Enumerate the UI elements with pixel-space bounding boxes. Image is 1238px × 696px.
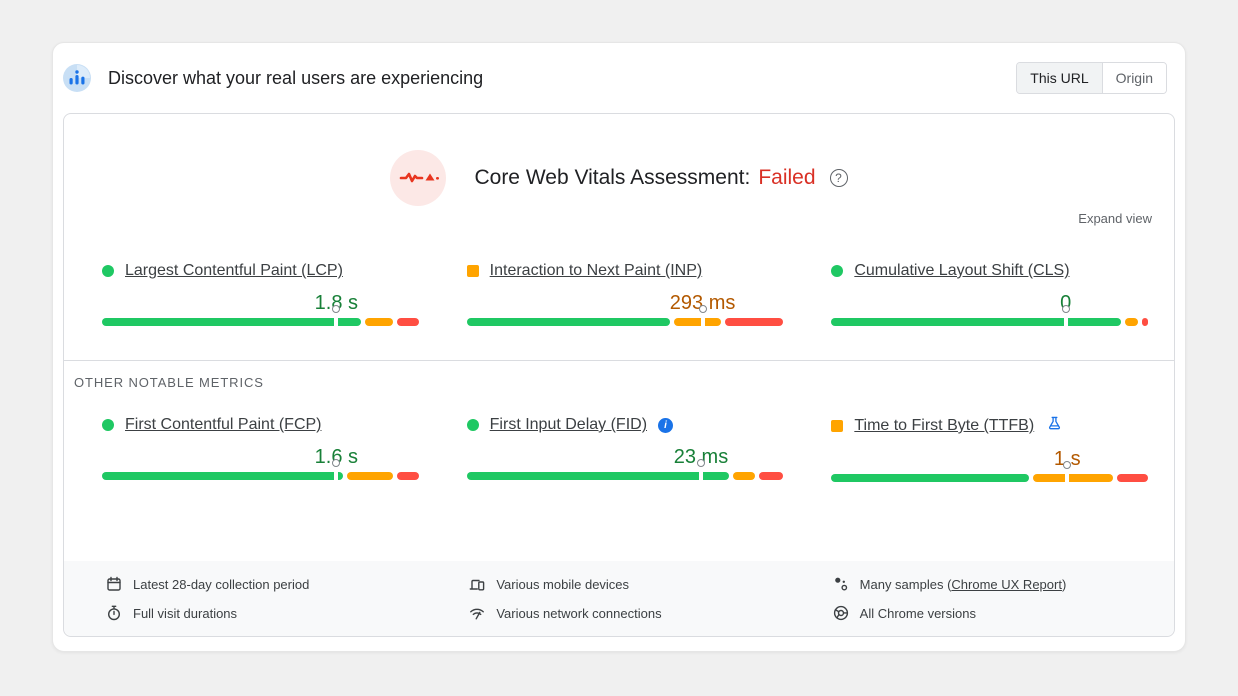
- footer-column-collection: Latest 28-day collection period Full vis…: [106, 576, 421, 621]
- other-metrics-row: First Contentful Paint (FCP) 1.6 s First…: [64, 416, 1174, 482]
- many-samples-item: Many samples (Chrome UX Report): [833, 576, 1148, 592]
- data-source-footer: Latest 28-day collection period Full vis…: [64, 561, 1174, 636]
- assessment-title: Core Web Vitals Assessment: Failed ?: [474, 166, 848, 190]
- help-icon[interactable]: ?: [829, 169, 848, 187]
- fcp-good-segment: [102, 472, 343, 480]
- metric-inp: Interaction to Next Paint (INP) 293 ms: [466, 262, 784, 326]
- ttfb-value: 1 s: [1053, 448, 1081, 470]
- lcp-value: 1.8 s: [314, 292, 358, 314]
- metric-fcp: First Contentful Paint (FCP) 1.6 s: [102, 416, 419, 482]
- calendar-icon: [107, 576, 121, 591]
- ttfb-good-segment: [831, 474, 1029, 482]
- fcp-status-icon: [102, 419, 114, 431]
- assessment-result: Failed: [758, 166, 816, 189]
- field-data-logo-icon: [63, 64, 91, 92]
- core-metrics-row: Largest Contentful Paint (LCP) 1.8 s Int…: [64, 262, 1174, 326]
- ttfb-link[interactable]: Time to First Byte (TTFB): [854, 417, 1035, 434]
- inp-value: 293 ms: [669, 292, 736, 314]
- lcp-needs-improvement-segment: [365, 318, 394, 326]
- lcp-distribution-bar: [102, 305, 419, 326]
- visit-durations-item: Full visit durations: [106, 605, 421, 621]
- page-title: Discover what your real users are experi…: [108, 67, 484, 88]
- field-data-card: Discover what your real users are experi…: [52, 42, 1186, 652]
- this-url-button[interactable]: This URL: [1017, 63, 1102, 93]
- ttfb-distribution-bar: [831, 461, 1148, 482]
- fid-needs-improvement-segment: [733, 472, 755, 480]
- collection-period-item: Latest 28-day collection period: [106, 576, 421, 592]
- fcp-link[interactable]: First Contentful Paint (FCP): [125, 416, 322, 433]
- section-divider: [64, 360, 1174, 361]
- chrome-ux-report-link[interactable]: Chrome UX Report: [951, 576, 1062, 592]
- flask-experimental-icon[interactable]: [1047, 416, 1062, 436]
- cls-good-segment: [831, 318, 1122, 326]
- expand-view-button[interactable]: Expand view: [1078, 211, 1152, 226]
- footer-column-devices: Various mobile devices Various network c…: [469, 576, 784, 621]
- cls-status-icon: [831, 265, 844, 277]
- samples-icon: [834, 577, 847, 591]
- fid-value: 23 ms: [673, 446, 729, 468]
- inp-distribution-bar: [466, 305, 784, 326]
- assessment-title-text: Core Web Vitals Assessment:: [474, 166, 751, 189]
- fid-link[interactable]: First Input Delay (FID): [489, 416, 648, 433]
- network-connections-item: Various network connections: [469, 605, 784, 621]
- mobile-devices-item: Various mobile devices: [469, 576, 784, 592]
- fid-status-icon: [466, 419, 479, 431]
- lcp-good-segment: [102, 318, 362, 326]
- chrome-versions-item: All Chrome versions: [833, 605, 1148, 621]
- origin-button[interactable]: Origin: [1101, 63, 1166, 93]
- fcp-value: 1.6 s: [314, 446, 358, 468]
- cls-distribution-bar: [831, 305, 1148, 326]
- ttfb-needs-improvement-segment: [1032, 474, 1114, 482]
- fid-poor-segment: [758, 472, 784, 480]
- card-header: Discover what your real users are experi…: [53, 43, 1185, 113]
- core-web-vitals-panel: Core Web Vitals Assessment: Failed ? Exp…: [63, 113, 1175, 637]
- inp-needs-improvement-segment: [674, 318, 721, 326]
- chrome-icon: [833, 605, 848, 621]
- devices-icon: [469, 579, 485, 591]
- inp-poor-segment: [724, 318, 784, 326]
- ttfb-poor-segment: [1117, 474, 1148, 482]
- metric-lcp: Largest Contentful Paint (LCP) 1.8 s: [102, 262, 419, 326]
- url-origin-toggle: This URL Origin: [1016, 62, 1167, 94]
- fcp-needs-improvement-segment: [346, 472, 394, 480]
- fid-good-segment: [466, 472, 730, 480]
- other-metrics-label: OTHER NOTABLE METRICS: [74, 375, 264, 390]
- metric-cls: Cumulative Layout Shift (CLS) 0: [831, 262, 1148, 326]
- footer-column-samples: Many samples (Chrome UX Report) All Chro…: [833, 576, 1148, 621]
- ttfb-status-icon: [831, 420, 844, 432]
- stopwatch-icon: [107, 605, 121, 621]
- metric-fid: First Input Delay (FID) i 23 ms: [466, 416, 784, 482]
- metric-ttfb: Time to First Byte (TTFB) 1 s: [831, 416, 1148, 482]
- cls-needs-improvement-segment: [1125, 318, 1138, 326]
- assessment-header: Core Web Vitals Assessment: Failed ?: [64, 150, 1174, 206]
- fcp-poor-segment: [397, 472, 419, 480]
- cls-value: 0: [1060, 292, 1072, 314]
- lcp-link[interactable]: Largest Contentful Paint (LCP): [125, 262, 343, 279]
- info-icon[interactable]: i: [658, 417, 674, 433]
- fid-distribution-bar: [466, 459, 784, 480]
- inp-good-segment: [466, 318, 671, 326]
- heartbeat-pulse-icon: [390, 150, 447, 206]
- cls-link[interactable]: Cumulative Layout Shift (CLS): [854, 262, 1070, 279]
- network-icon: [470, 608, 485, 620]
- fcp-distribution-bar: [102, 459, 419, 480]
- cls-poor-segment: [1141, 318, 1148, 326]
- inp-link[interactable]: Interaction to Next Paint (INP): [489, 262, 703, 279]
- inp-status-icon: [466, 265, 479, 277]
- lcp-poor-segment: [397, 318, 419, 326]
- lcp-status-icon: [102, 265, 114, 277]
- expand-row: Expand view: [64, 210, 1174, 228]
